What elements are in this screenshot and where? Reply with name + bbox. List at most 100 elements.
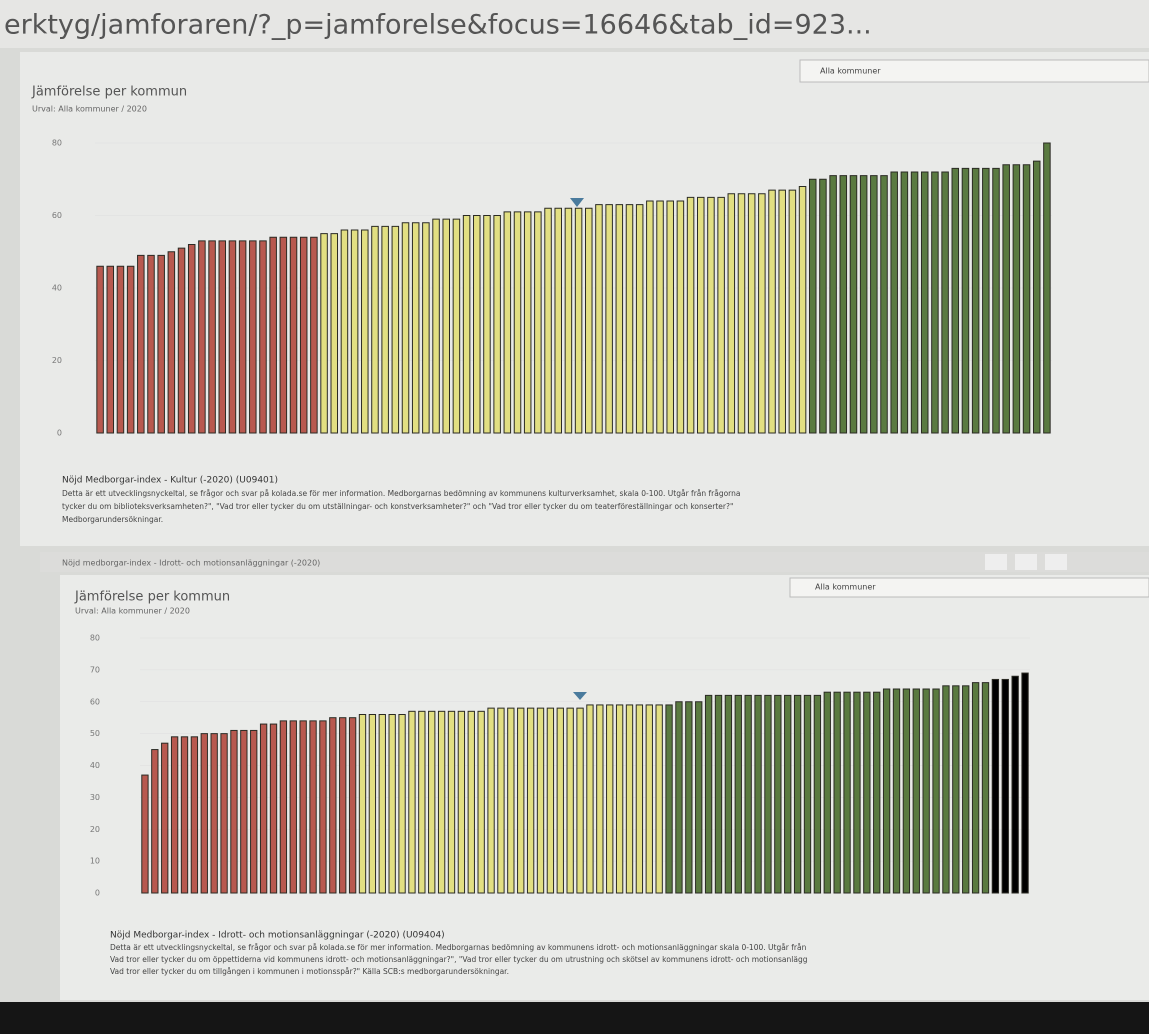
- bar: [769, 190, 776, 433]
- bar: [362, 230, 369, 433]
- bar: [488, 708, 494, 893]
- bar: [399, 715, 405, 894]
- bar: [575, 208, 582, 433]
- bar: [168, 252, 175, 433]
- tab-label[interactable]: Nöjd medborgar-index - Idrott- och motio…: [62, 559, 320, 568]
- bar: [191, 737, 197, 893]
- dropdown-label[interactable]: Alla kommuner: [820, 67, 881, 76]
- source-title: Nöjd Medborgar-index - Kultur (-2020) (U…: [62, 476, 278, 486]
- url[interactable]: erktyg/jamforaren/?_p=jamforelse&focus=1…: [4, 10, 872, 41]
- bar: [725, 695, 731, 893]
- bar: [883, 689, 889, 893]
- bar: [379, 715, 385, 894]
- bar: [498, 708, 504, 893]
- bar: [992, 679, 998, 893]
- bar: [545, 208, 552, 433]
- description: Vad tror eller tycker du om tillgången i…: [110, 967, 509, 976]
- y-tick-label: 20: [52, 356, 62, 365]
- bar: [616, 705, 622, 893]
- bar: [696, 702, 702, 893]
- bar: [1033, 161, 1040, 433]
- bar: [181, 737, 187, 893]
- bar: [728, 194, 735, 433]
- bar: [871, 176, 878, 433]
- bar: [586, 208, 593, 433]
- dropdown-label[interactable]: Alla kommuner: [815, 583, 876, 592]
- bar: [260, 724, 266, 893]
- bar: [983, 168, 990, 433]
- bar: [656, 705, 662, 893]
- bar: [463, 216, 470, 434]
- description: Vad tror eller tycker du om öppettiderna…: [110, 955, 808, 964]
- bar: [809, 179, 816, 433]
- bar: [142, 775, 148, 893]
- bar: [351, 230, 358, 433]
- bar: [687, 197, 694, 433]
- bar: [389, 715, 395, 894]
- bar: [188, 245, 195, 434]
- bar: [1003, 165, 1010, 433]
- bar: [494, 216, 501, 434]
- table-button[interactable]: [1045, 554, 1067, 570]
- bar: [321, 234, 328, 433]
- bar: [893, 689, 899, 893]
- bar: [171, 737, 177, 893]
- y-tick-label: 30: [90, 793, 100, 802]
- bar: [148, 255, 155, 433]
- bar: [864, 692, 870, 893]
- bar: [537, 708, 543, 893]
- bar: [1012, 676, 1018, 893]
- y-tick-label: 40: [52, 284, 62, 293]
- bar: [107, 266, 114, 433]
- bar: [972, 168, 979, 433]
- bar: [508, 708, 514, 893]
- bar: [468, 711, 474, 893]
- bar: [676, 702, 682, 893]
- bar: [311, 237, 318, 433]
- description: Detta är ett utvecklingsnyckeltal, se fr…: [110, 943, 807, 952]
- y-tick-label: 60: [52, 211, 62, 220]
- bar: [524, 212, 531, 433]
- chart-button[interactable]: [985, 554, 1007, 570]
- bar: [626, 705, 632, 893]
- bar: [310, 721, 316, 893]
- bar: [158, 255, 165, 433]
- bar: [359, 715, 365, 894]
- bar: [443, 219, 450, 433]
- bar: [535, 212, 542, 433]
- bar: [320, 721, 326, 893]
- bar: [903, 689, 909, 893]
- map-button[interactable]: [1015, 554, 1037, 570]
- bar: [1002, 679, 1008, 893]
- bar: [824, 692, 830, 893]
- bar: [392, 226, 399, 433]
- bar: [117, 266, 124, 433]
- bar: [1022, 673, 1028, 893]
- monitor-bezel: [0, 1002, 1149, 1034]
- bar: [484, 216, 491, 434]
- bar: [209, 241, 216, 433]
- bar: [369, 715, 375, 894]
- bar: [860, 176, 867, 433]
- bar: [982, 683, 988, 893]
- bar: [219, 241, 226, 433]
- bar: [518, 708, 524, 893]
- chart-title: Jämförelse per kommun: [31, 85, 187, 100]
- bar: [199, 241, 206, 433]
- bar: [280, 237, 287, 433]
- bar: [765, 695, 771, 893]
- bar: [290, 721, 296, 893]
- bar: [718, 197, 725, 433]
- bar: [527, 708, 533, 893]
- y-tick-label: 70: [90, 665, 100, 674]
- bar: [686, 702, 692, 893]
- bar: [911, 172, 918, 433]
- bar: [596, 205, 603, 433]
- y-tick-label: 20: [90, 825, 100, 834]
- bar: [785, 695, 791, 893]
- bar: [840, 176, 847, 433]
- screen: erktyg/jamforaren/?_p=jamforelse&focus=1…: [0, 0, 1149, 1034]
- bar: [921, 172, 928, 433]
- bar: [953, 686, 959, 893]
- bar: [942, 172, 949, 433]
